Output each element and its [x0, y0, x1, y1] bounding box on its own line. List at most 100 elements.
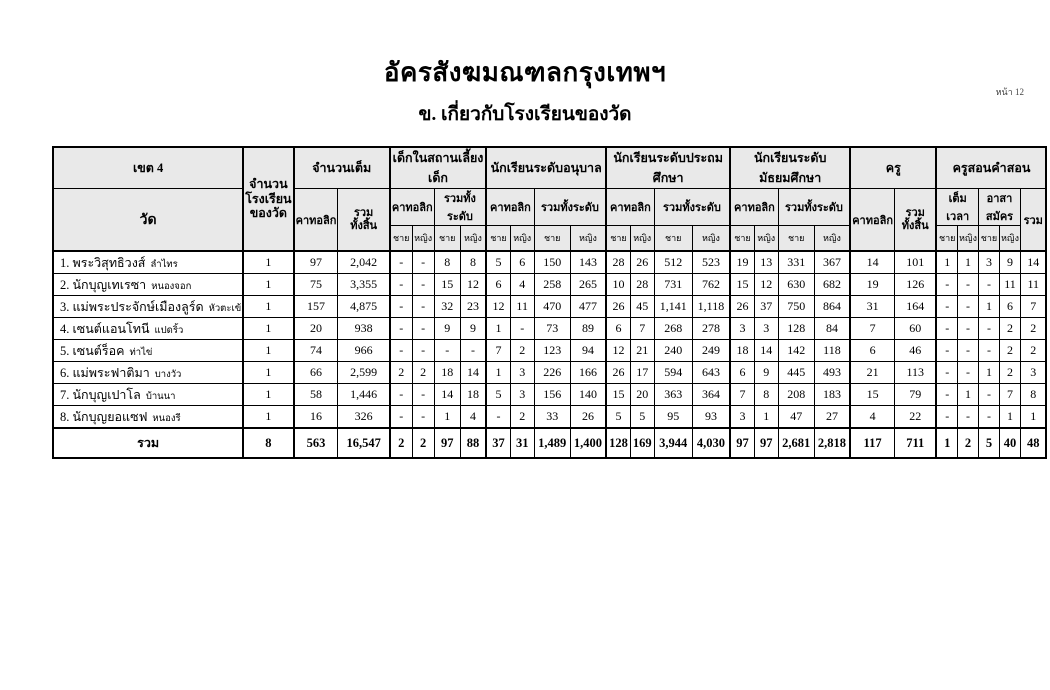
catechists-full-time-header: เต็มเวลา — [935, 188, 979, 226]
value-cell: 27 — [813, 405, 851, 429]
value-cell: 1,141 — [653, 295, 693, 318]
value-cell: 5 — [485, 250, 511, 274]
value-cell: 20 — [629, 383, 655, 406]
value-cell: 10 — [605, 273, 631, 296]
temple-name-text: 3. แม่พระประจักษ์เมืองลูร์ด — [60, 299, 204, 314]
value-cell: 3 — [729, 405, 755, 429]
temple-name-text: 2. นักบุญเทเรซา — [60, 277, 147, 292]
value-cell: 11 — [1019, 273, 1047, 296]
value-cell: - — [485, 405, 511, 429]
value-cell: - — [388, 405, 413, 429]
value-cell: 66 — [292, 361, 339, 384]
temple-name-text: 6. แม่พระฟาติมา — [60, 365, 150, 380]
value-cell: 1 — [242, 383, 295, 406]
value-cell: 1,400 — [569, 427, 607, 459]
value-cell: 7 — [485, 339, 511, 362]
value-cell: 265 — [569, 273, 607, 296]
value-cell: 117 — [849, 427, 895, 459]
total-row-label: รวม — [52, 427, 244, 459]
value-cell: 6 — [509, 250, 535, 274]
table-row: 7. นักบุญเปาโล บ้านนา 1 58 1,446- -14 18 5 3 156 1… — [52, 383, 1047, 406]
male-header: ชาย — [653, 225, 693, 252]
value-cell: - — [388, 383, 413, 406]
value-cell: 1 — [242, 250, 295, 274]
value-cell: 208 — [777, 383, 815, 406]
value-cell: - — [935, 361, 958, 384]
temple-name: 7. นักบุญเปาโล บ้านนา — [52, 383, 244, 406]
male-header: ชาย — [777, 225, 815, 252]
value-cell: 4,875 — [337, 295, 391, 318]
male-header: ชาย — [977, 225, 1000, 252]
value-cell: 37 — [753, 295, 779, 318]
table-row: 6. แม่พระฟาติมา บางวัว 1 66 2,599 2 2 18 14 1 3 226… — [52, 361, 1047, 384]
value-cell: - — [935, 339, 958, 362]
value-cell: 7 — [1019, 295, 1047, 318]
value-cell: 75 — [292, 273, 339, 296]
value-cell: 166 — [569, 361, 607, 384]
value-cell: 73 — [533, 317, 571, 340]
group-secondary-header: นักเรียนระดับมัธยมศึกษา — [729, 146, 851, 189]
value-cell: 512 — [653, 250, 693, 274]
catechists-total-header: รวม — [1019, 188, 1047, 252]
value-cell: 3 — [977, 250, 1000, 274]
value-cell: - — [956, 295, 979, 318]
value-cell: 4 — [849, 405, 895, 429]
temple-place-text: ท่าไข่ — [129, 347, 153, 358]
value-cell: 6 — [849, 339, 895, 362]
value-cell: - — [411, 317, 435, 340]
value-cell: 31 — [509, 427, 535, 459]
value-cell: 60 — [893, 317, 937, 340]
value-cell: 97 — [433, 427, 461, 459]
value-cell: - — [956, 339, 979, 362]
temple-place-text: หนองจอก — [151, 281, 192, 292]
value-cell: - — [956, 317, 979, 340]
value-cell: 58 — [292, 383, 339, 406]
female-header: หญิง — [629, 225, 655, 252]
value-cell: 1 — [977, 361, 1000, 384]
value-cell: 6 — [729, 361, 755, 384]
total-row: รวม 8 563 16,547 2 2 97 88 37 31 1,489 1,400 128 169 3… — [52, 427, 1047, 459]
value-cell: 864 — [813, 295, 851, 318]
value-cell: 750 — [777, 295, 815, 318]
value-cell: 15 — [849, 383, 895, 406]
value-cell: 157 — [292, 295, 339, 318]
value-cell: 3 — [1019, 361, 1047, 384]
temple-place-text: แปดริ้ว — [154, 325, 184, 336]
value-cell: 128 — [777, 317, 815, 340]
zone-header: เขต 4 — [52, 146, 244, 189]
value-cell: 94 — [569, 339, 607, 362]
value-cell: - — [388, 317, 413, 340]
temple-place-text: บ้านนา — [145, 391, 176, 402]
value-cell: 1 — [998, 405, 1021, 429]
value-cell: - — [388, 295, 413, 318]
temple-name-text: 7. นักบุญเปาโล — [60, 387, 141, 402]
temple-name: 8. นักบุญยอแซฟ หนองรี — [52, 405, 244, 429]
value-cell: 3 — [509, 383, 535, 406]
value-cell: 26 — [629, 250, 655, 274]
value-cell: 14 — [849, 250, 895, 274]
value-cell: 14 — [459, 361, 487, 384]
value-cell: 682 — [813, 273, 851, 296]
value-cell: 594 — [653, 361, 693, 384]
value-cell: 9 — [433, 317, 461, 340]
value-cell: 156 — [533, 383, 571, 406]
value-cell: 6 — [605, 317, 631, 340]
temple-name: 6. แม่พระฟาติมา บางวัว — [52, 361, 244, 384]
value-cell: 11 — [509, 295, 535, 318]
value-cell: 258 — [533, 273, 571, 296]
value-cell: 95 — [653, 405, 693, 429]
value-cell: 2,681 — [777, 427, 815, 459]
value-cell: 40 — [998, 427, 1021, 459]
value-cell: 18 — [459, 383, 487, 406]
value-cell: - — [411, 383, 435, 406]
value-cell: 2 — [998, 361, 1021, 384]
value-cell: 367 — [813, 250, 851, 274]
value-cell: 113 — [893, 361, 937, 384]
value-cell: 326 — [337, 405, 391, 429]
value-cell: - — [388, 273, 413, 296]
value-cell: 226 — [533, 361, 571, 384]
female-header: หญิง — [509, 225, 535, 252]
value-cell: 16,547 — [337, 427, 391, 459]
value-cell: 183 — [813, 383, 851, 406]
group-nursery-header: เด็กในสถานเลี้ยงเด็ก — [388, 146, 487, 189]
